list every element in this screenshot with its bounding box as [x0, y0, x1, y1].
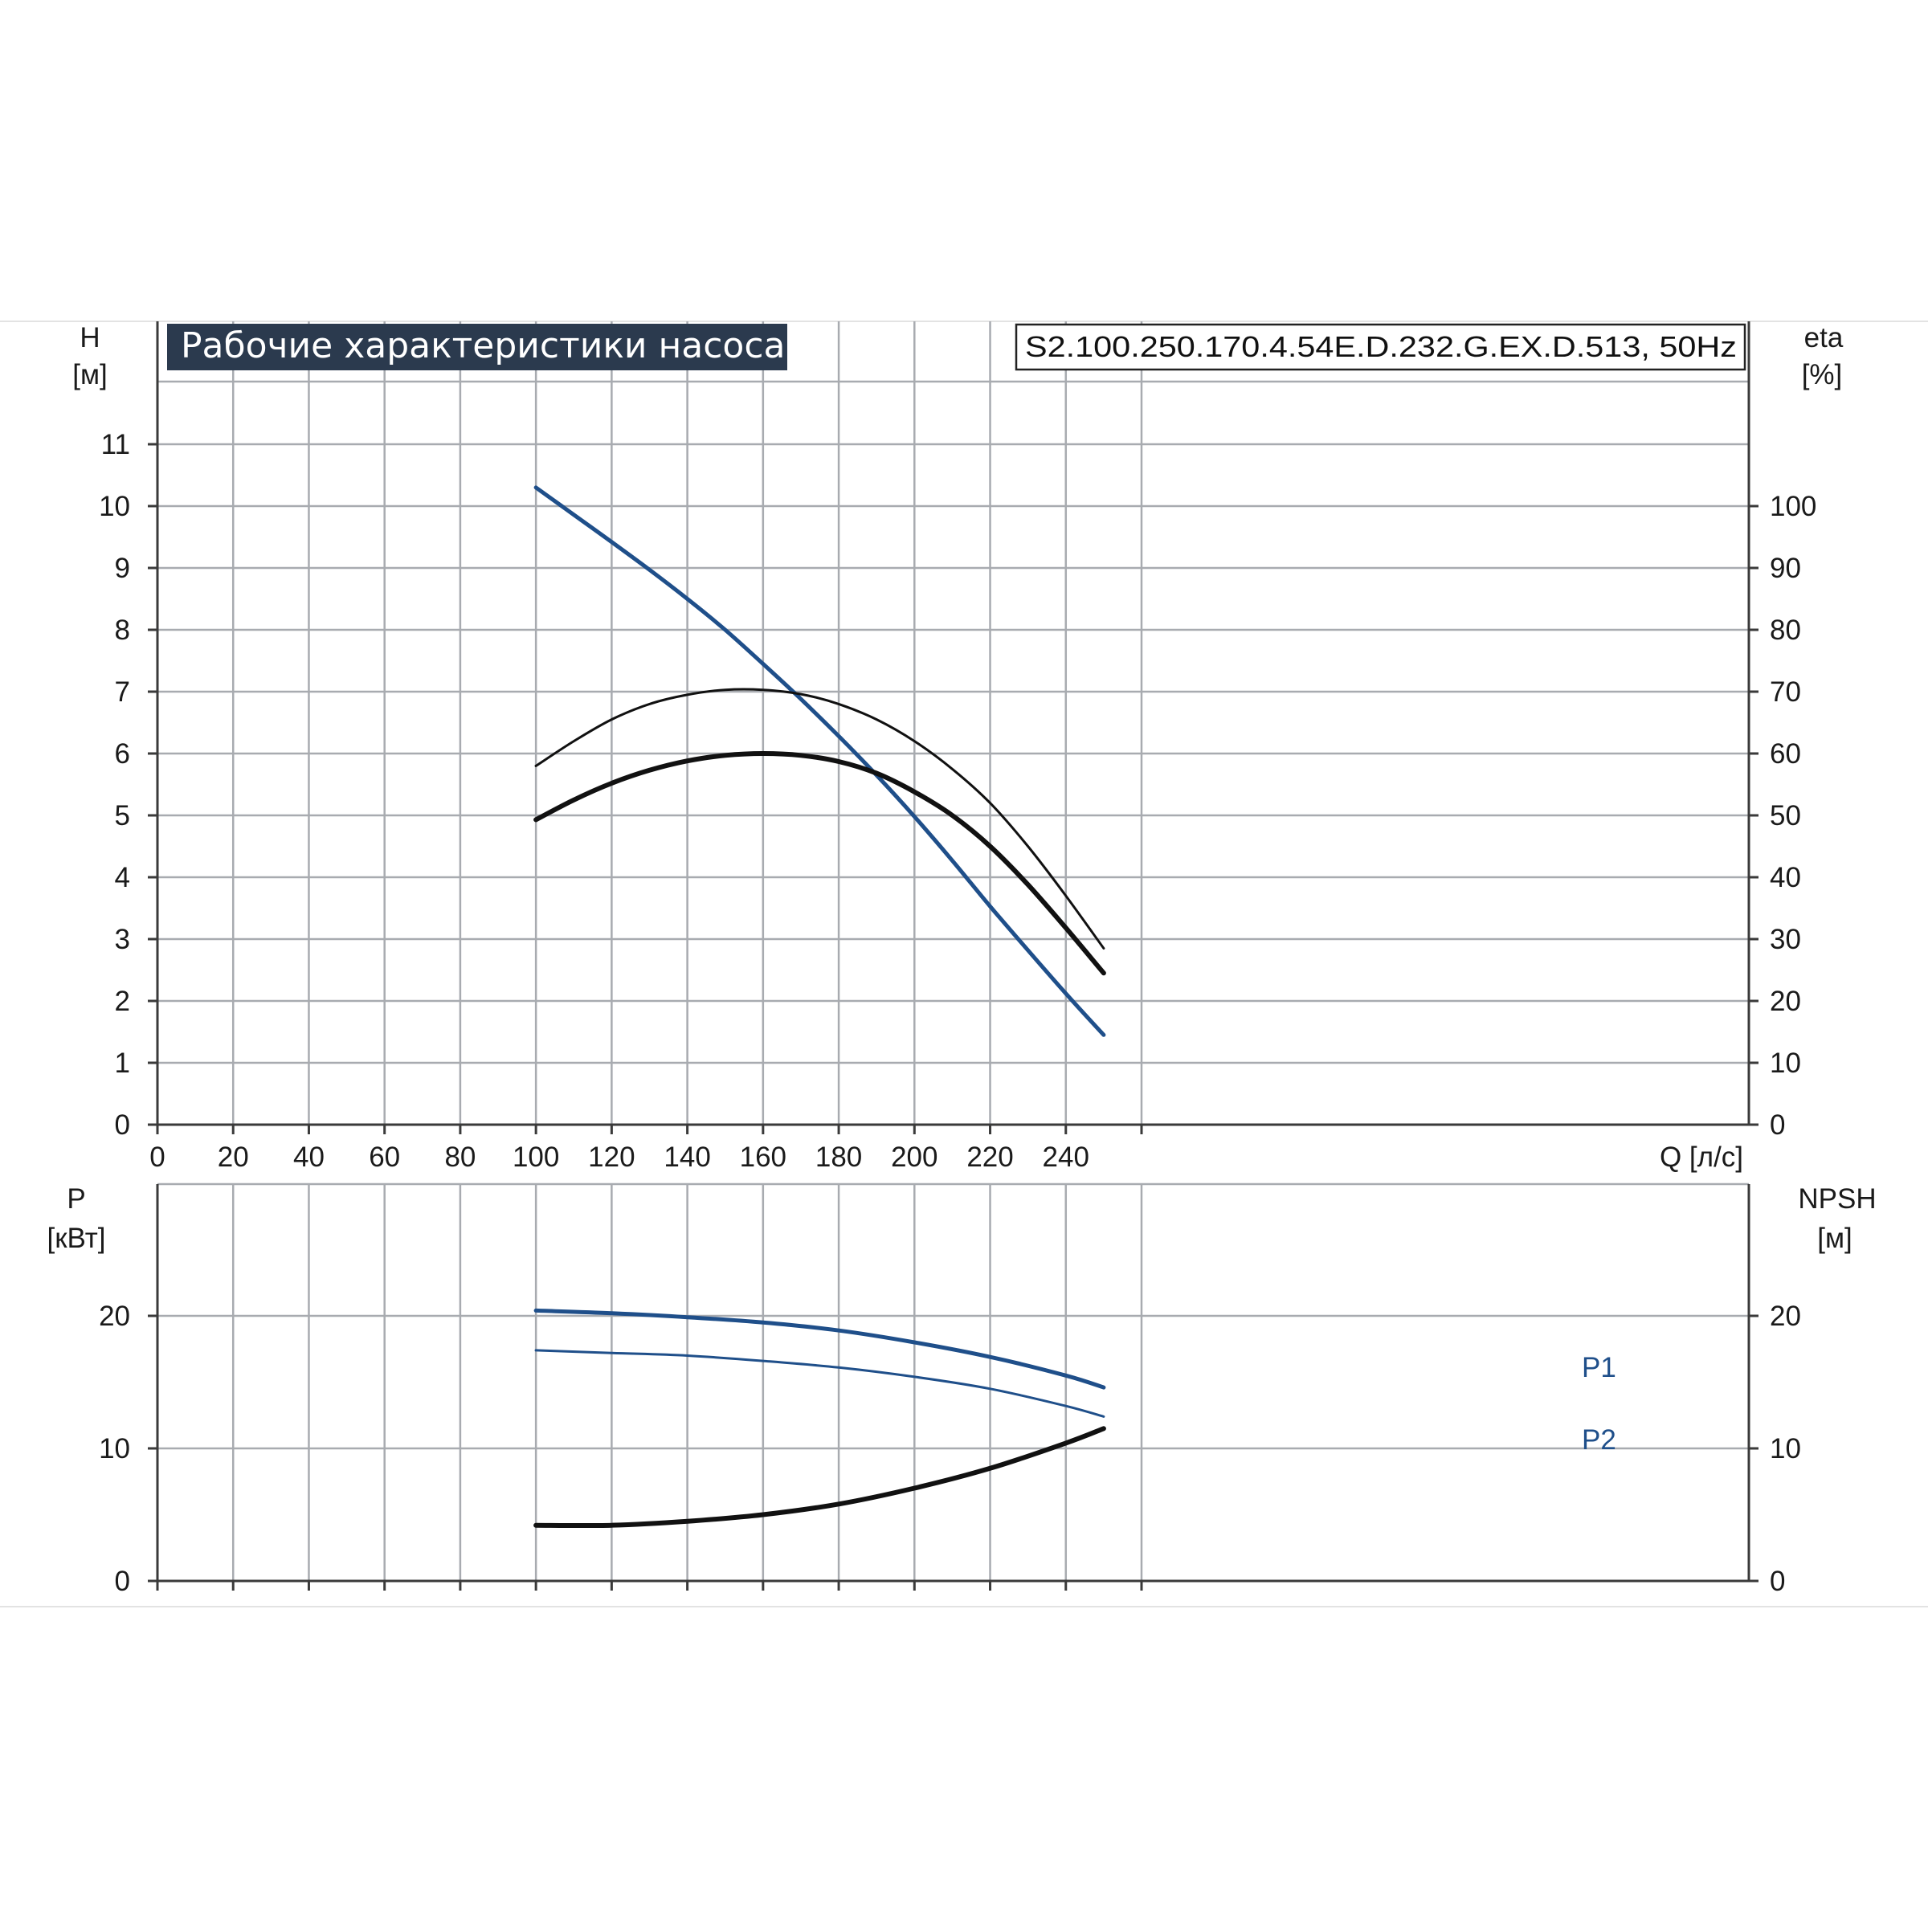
- x-axis-tick-label: 120: [588, 1142, 635, 1173]
- left-axis-tick-label: 9: [115, 553, 130, 584]
- p-axis-unit: [кВт]: [47, 1223, 106, 1254]
- right-axis-tick-label: 90: [1770, 553, 1801, 584]
- left-axis-tick-label: 4: [115, 862, 130, 893]
- right-axis-tick-label: 20: [1770, 986, 1801, 1017]
- lower-plot-grid: 0 10 20 0 10 20: [99, 1182, 1801, 1597]
- right-axis-tick-label: 10: [1770, 1048, 1801, 1079]
- x-axis-tick-label: 60: [369, 1142, 400, 1173]
- eta-axis-label: eta: [1804, 322, 1844, 353]
- right-axis-tick-label: 0: [1770, 1109, 1785, 1141]
- h-axis-label: H: [80, 322, 100, 353]
- left-axis-tick-label: 3: [115, 924, 130, 955]
- x-axis-tick-label: 100: [513, 1142, 559, 1173]
- left-axis-tick-label: 6: [115, 738, 130, 770]
- upper-series-line-1: [533, 485, 1106, 1037]
- right-axis-tick-label: 100: [1770, 491, 1816, 522]
- left-axis-tick-label: 0: [115, 1109, 130, 1141]
- left-axis-tick-label: 2: [115, 986, 130, 1017]
- lower-series-line-2: [534, 1349, 1105, 1418]
- x-axis-tick-label: 40: [293, 1142, 325, 1173]
- upper-plot-series: [533, 485, 1106, 1037]
- p1-series-label: P1: [1582, 1352, 1616, 1383]
- left-axis-tick-label: 5: [115, 800, 130, 831]
- model-box: [1015, 323, 1746, 371]
- right-axis-tick-label: 80: [1770, 615, 1801, 646]
- right-axis-tick-label: 70: [1770, 676, 1801, 708]
- q-axis-label: Q [л/с]: [1660, 1142, 1743, 1173]
- upper-plot-grid: 0 1 2 3 4 5 6 7 8 9 10 11 0 10 20 30 40 50 60 70 80 90 100 0 20 4…: [99, 321, 1816, 1173]
- p2-series-label: P2: [1582, 1424, 1616, 1456]
- right-axis-tick-label: 30: [1770, 924, 1801, 955]
- h-axis-unit: [м]: [72, 359, 108, 390]
- right-axis-tick-label: 40: [1770, 862, 1801, 893]
- upper-series-line-2: [534, 688, 1105, 950]
- right-axis-tick-label: 0: [1770, 1566, 1785, 1597]
- lower-series-line-1: [533, 1308, 1106, 1390]
- left-axis-tick-label: 1: [115, 1048, 130, 1079]
- x-axis-tick-label: 200: [891, 1142, 937, 1173]
- x-axis-tick-label: 20: [218, 1142, 249, 1173]
- chart-title-box: [167, 324, 787, 370]
- npsh-axis-unit: [м]: [1817, 1223, 1852, 1254]
- upper-series-line-3: [533, 751, 1106, 976]
- x-axis-tick-label: 140: [664, 1142, 710, 1173]
- left-axis-tick-label: 7: [115, 676, 130, 708]
- lower-series-line-3: [533, 1426, 1106, 1529]
- x-axis-tick-label: 160: [740, 1142, 786, 1173]
- left-axis-tick-label: 20: [99, 1301, 130, 1332]
- eta-axis-unit: [%]: [1802, 359, 1843, 390]
- right-axis-tick-label: 60: [1770, 738, 1801, 770]
- left-axis-tick-label: 8: [115, 615, 130, 646]
- x-axis-tick-label: 180: [815, 1142, 862, 1173]
- p-axis-label: P: [67, 1183, 85, 1215]
- right-axis-tick-label: 10: [1770, 1433, 1801, 1464]
- chart-title: Рабочие характеристики насоса: [181, 325, 785, 366]
- left-axis-tick-label: 0: [115, 1566, 130, 1597]
- left-axis-tick-label: 10: [99, 1433, 130, 1464]
- x-axis-tick-label: 80: [444, 1142, 476, 1173]
- x-axis-tick-label: 0: [149, 1142, 165, 1173]
- model-designation: S2.100.250.170.4.54E.D.232.G.EX.D.513, 5…: [1025, 330, 1737, 363]
- lower-plot-series: [533, 1308, 1106, 1529]
- left-axis-tick-label: 11: [101, 429, 130, 460]
- x-axis-tick-label: 240: [1043, 1142, 1089, 1173]
- npsh-axis-label: NPSH: [1798, 1183, 1876, 1215]
- right-axis-tick-label: 50: [1770, 800, 1801, 831]
- left-axis-tick-label: 10: [99, 491, 130, 522]
- x-axis-tick-label: 220: [966, 1142, 1013, 1173]
- right-axis-tick-label: 20: [1770, 1301, 1801, 1332]
